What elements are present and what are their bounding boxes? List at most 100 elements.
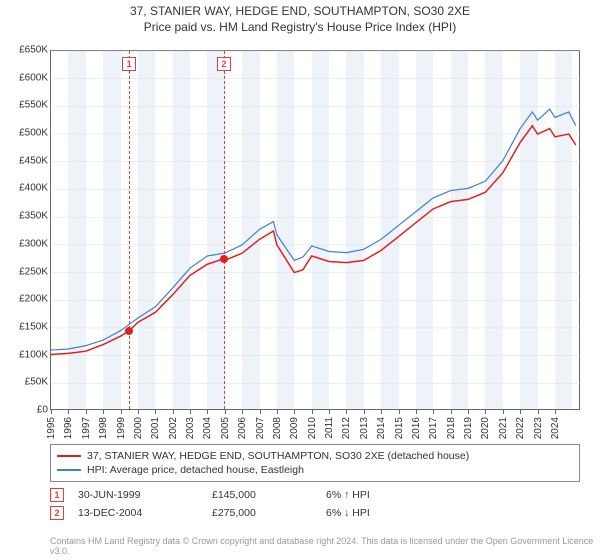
x-tick xyxy=(416,409,417,414)
transaction-number: 2 xyxy=(50,506,64,520)
legend-item-1: 37, STANIER WAY, HEDGE END, SOUTHAMPTON,… xyxy=(57,449,573,463)
x-tick xyxy=(329,409,330,414)
x-tick xyxy=(260,409,261,414)
x-tick xyxy=(538,409,539,414)
x-axis-label: 2006 xyxy=(237,417,248,439)
x-tick xyxy=(155,409,156,414)
x-axis-label: 2000 xyxy=(133,417,144,439)
x-tick xyxy=(555,409,556,414)
x-tick xyxy=(190,409,191,414)
x-axis-label: 2011 xyxy=(324,417,335,439)
price-chart: 37, STANIER WAY, HEDGE END, SOUTHAMPTON,… xyxy=(0,0,600,560)
y-axis-label: £450K xyxy=(4,155,48,166)
chart-subtitle: Price paid vs. HM Land Registry's House … xyxy=(0,18,600,34)
x-tick xyxy=(68,409,69,414)
y-axis-label: £650K xyxy=(4,45,48,56)
x-tick xyxy=(399,409,400,414)
transaction-price: £145,000 xyxy=(212,489,312,501)
legend-text-1: 37, STANIER WAY, HEDGE END, SOUTHAMPTON,… xyxy=(87,450,469,462)
x-tick xyxy=(242,409,243,414)
attribution: Contains HM Land Registry data © Crown c… xyxy=(50,536,600,556)
x-axis-label: 2017 xyxy=(428,417,439,439)
x-axis-label: 2020 xyxy=(480,417,491,439)
transactions-table: 1 30-JUN-1999 £145,000 6% ↑ HPI 2 13-DEC-2004… xyxy=(50,486,580,522)
x-tick xyxy=(451,409,452,414)
y-axis-label: £500K xyxy=(4,128,48,139)
y-axis-label: £250K xyxy=(4,266,48,277)
x-axis-label: 2012 xyxy=(341,417,352,439)
transaction-dot-1 xyxy=(125,327,133,335)
x-axis-label: 2013 xyxy=(359,417,370,439)
y-axis-label: £50K xyxy=(4,377,48,388)
legend-swatch-2 xyxy=(57,469,81,471)
x-tick xyxy=(346,409,347,414)
x-axis-label: 2018 xyxy=(446,417,457,439)
transaction-line xyxy=(129,51,130,409)
transaction-delta: 6% ↑ HPI xyxy=(326,489,370,501)
transaction-marker-2: 2 xyxy=(217,57,231,71)
x-tick xyxy=(381,409,382,414)
x-tick xyxy=(485,409,486,414)
y-axis-label: £100K xyxy=(4,349,48,360)
x-axis-label: 2015 xyxy=(394,417,405,439)
y-axis-label: £550K xyxy=(4,100,48,111)
x-axis-label: 2007 xyxy=(255,417,266,439)
x-axis-label: 2021 xyxy=(498,417,509,439)
y-axis-label: £400K xyxy=(4,183,48,194)
x-tick xyxy=(294,409,295,414)
x-tick xyxy=(468,409,469,414)
transaction-row: 2 13-DEC-2004 £275,000 6% ↓ HPI xyxy=(50,504,580,522)
x-axis-label: 1996 xyxy=(63,417,74,439)
transaction-date: 13-DEC-2004 xyxy=(78,507,198,519)
x-axis-label: 2005 xyxy=(220,417,231,439)
x-tick xyxy=(103,409,104,414)
x-tick xyxy=(503,409,504,414)
x-axis-label: 2002 xyxy=(168,417,179,439)
x-tick xyxy=(207,409,208,414)
x-axis-label: 2014 xyxy=(376,417,387,439)
x-tick xyxy=(433,409,434,414)
x-axis-label: 2001 xyxy=(150,417,161,439)
x-axis-label: 2004 xyxy=(202,417,213,439)
x-axis-label: 2008 xyxy=(272,417,283,439)
x-tick xyxy=(277,409,278,414)
x-axis-label: 1999 xyxy=(116,417,127,439)
y-axis-label: £0 xyxy=(4,405,48,416)
x-tick xyxy=(86,409,87,414)
y-axis-label: £150K xyxy=(4,321,48,332)
transaction-row: 1 30-JUN-1999 £145,000 6% ↑ HPI xyxy=(50,486,580,504)
data-lines xyxy=(51,51,579,409)
x-tick xyxy=(51,409,52,414)
legend-text-2: HPI: Average price, detached house, East… xyxy=(87,464,304,476)
y-axis-label: £200K xyxy=(4,294,48,305)
transaction-number: 1 xyxy=(50,488,64,502)
x-axis-label: 2022 xyxy=(515,417,526,439)
x-axis-label: 2019 xyxy=(463,417,474,439)
plot-area: 1995199619971998199920002001200220032004… xyxy=(50,50,580,410)
x-tick xyxy=(173,409,174,414)
y-axis-label: £600K xyxy=(4,72,48,83)
x-axis-label: 2016 xyxy=(411,417,422,439)
x-axis-label: 2024 xyxy=(550,417,561,439)
x-axis-label: 2010 xyxy=(307,417,318,439)
transaction-marker-1: 1 xyxy=(122,57,136,71)
transaction-delta: 6% ↓ HPI xyxy=(326,507,370,519)
y-axis-label: £350K xyxy=(4,211,48,222)
x-tick xyxy=(520,409,521,414)
x-tick xyxy=(364,409,365,414)
x-axis-label: 1997 xyxy=(81,417,92,439)
chart-title: 37, STANIER WAY, HEDGE END, SOUTHAMPTON,… xyxy=(0,0,600,18)
transaction-date: 30-JUN-1999 xyxy=(78,489,198,501)
x-axis-label: 2003 xyxy=(185,417,196,439)
x-axis-label: 2023 xyxy=(533,417,544,439)
transaction-line xyxy=(224,51,225,409)
legend-item-2: HPI: Average price, detached house, East… xyxy=(57,463,573,477)
x-axis-label: 1998 xyxy=(98,417,109,439)
x-axis-label: 1995 xyxy=(46,417,57,439)
transaction-price: £275,000 xyxy=(212,507,312,519)
y-axis-label: £300K xyxy=(4,238,48,249)
x-tick xyxy=(138,409,139,414)
transaction-dot-2 xyxy=(220,255,228,263)
x-tick xyxy=(312,409,313,414)
legend-swatch-1 xyxy=(57,455,81,457)
